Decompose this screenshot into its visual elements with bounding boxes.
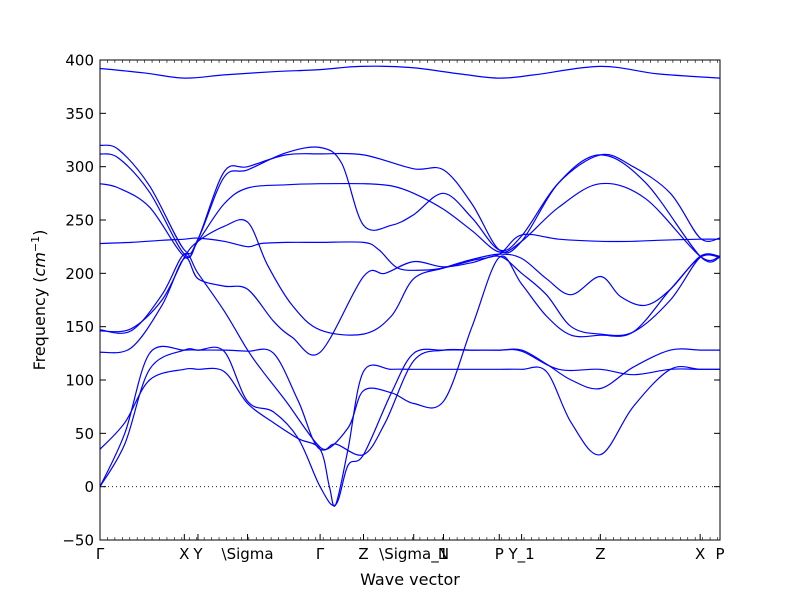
x-tick-label: P [495, 545, 504, 563]
y-axis-label: Frequency (cm−1) [29, 230, 50, 371]
x-tick-label: Y_1 [507, 545, 534, 564]
y-axis-unit: cm [30, 252, 49, 276]
y-tick-label: 50 [75, 425, 94, 443]
y-tick-label: 300 [65, 158, 94, 176]
x-tick-label: \Sigma_1 [379, 545, 448, 564]
y-axis-label-text: Frequency [30, 288, 49, 371]
y-tick-label: 400 [65, 52, 94, 70]
plot-frame [99, 59, 721, 541]
band-line-11 [99, 252, 720, 456]
x-tick-label: Γ [96, 545, 105, 563]
x-tick-label: Y [192, 545, 203, 563]
band-line-1 [99, 65, 721, 79]
y-axis-unit-exponent: −1 [29, 236, 42, 252]
y-tick-label: 150 [65, 318, 94, 336]
band-line-10 [99, 364, 720, 507]
x-tick-label: Z [358, 545, 368, 563]
x-tick-label: \Sigma [222, 545, 274, 563]
band-line-7 [99, 253, 721, 356]
x-tick-label: X [695, 545, 705, 563]
y-tick-label: 250 [65, 212, 94, 230]
x-tick-label: Z [595, 545, 605, 563]
series-layer [99, 65, 721, 507]
x-tick-label: Γ [316, 545, 325, 563]
x-tick-label: N [438, 545, 449, 563]
y-tick-label: −50 [62, 532, 94, 550]
band-line-9 [99, 345, 720, 507]
x-tick-label: X [179, 545, 189, 563]
y-tick-label: 350 [65, 105, 94, 123]
x-axis: Γ X Y \Sigma Γ Z \Sigma_1N P Y_1 Z X P [96, 60, 725, 564]
y-tick-label: 200 [65, 265, 94, 283]
band-line-6 [99, 219, 721, 336]
y-axis: −50 0 50 100 150 200 250 300 350 400 [62, 52, 720, 550]
x-tick-label: P [715, 545, 724, 563]
y-tick-label: 0 [84, 478, 94, 496]
band-line-2 [99, 144, 721, 255]
y-tick-label: 100 [65, 372, 94, 390]
band-line-5 [99, 233, 721, 271]
x-axis-label: Wave vector [360, 570, 460, 589]
